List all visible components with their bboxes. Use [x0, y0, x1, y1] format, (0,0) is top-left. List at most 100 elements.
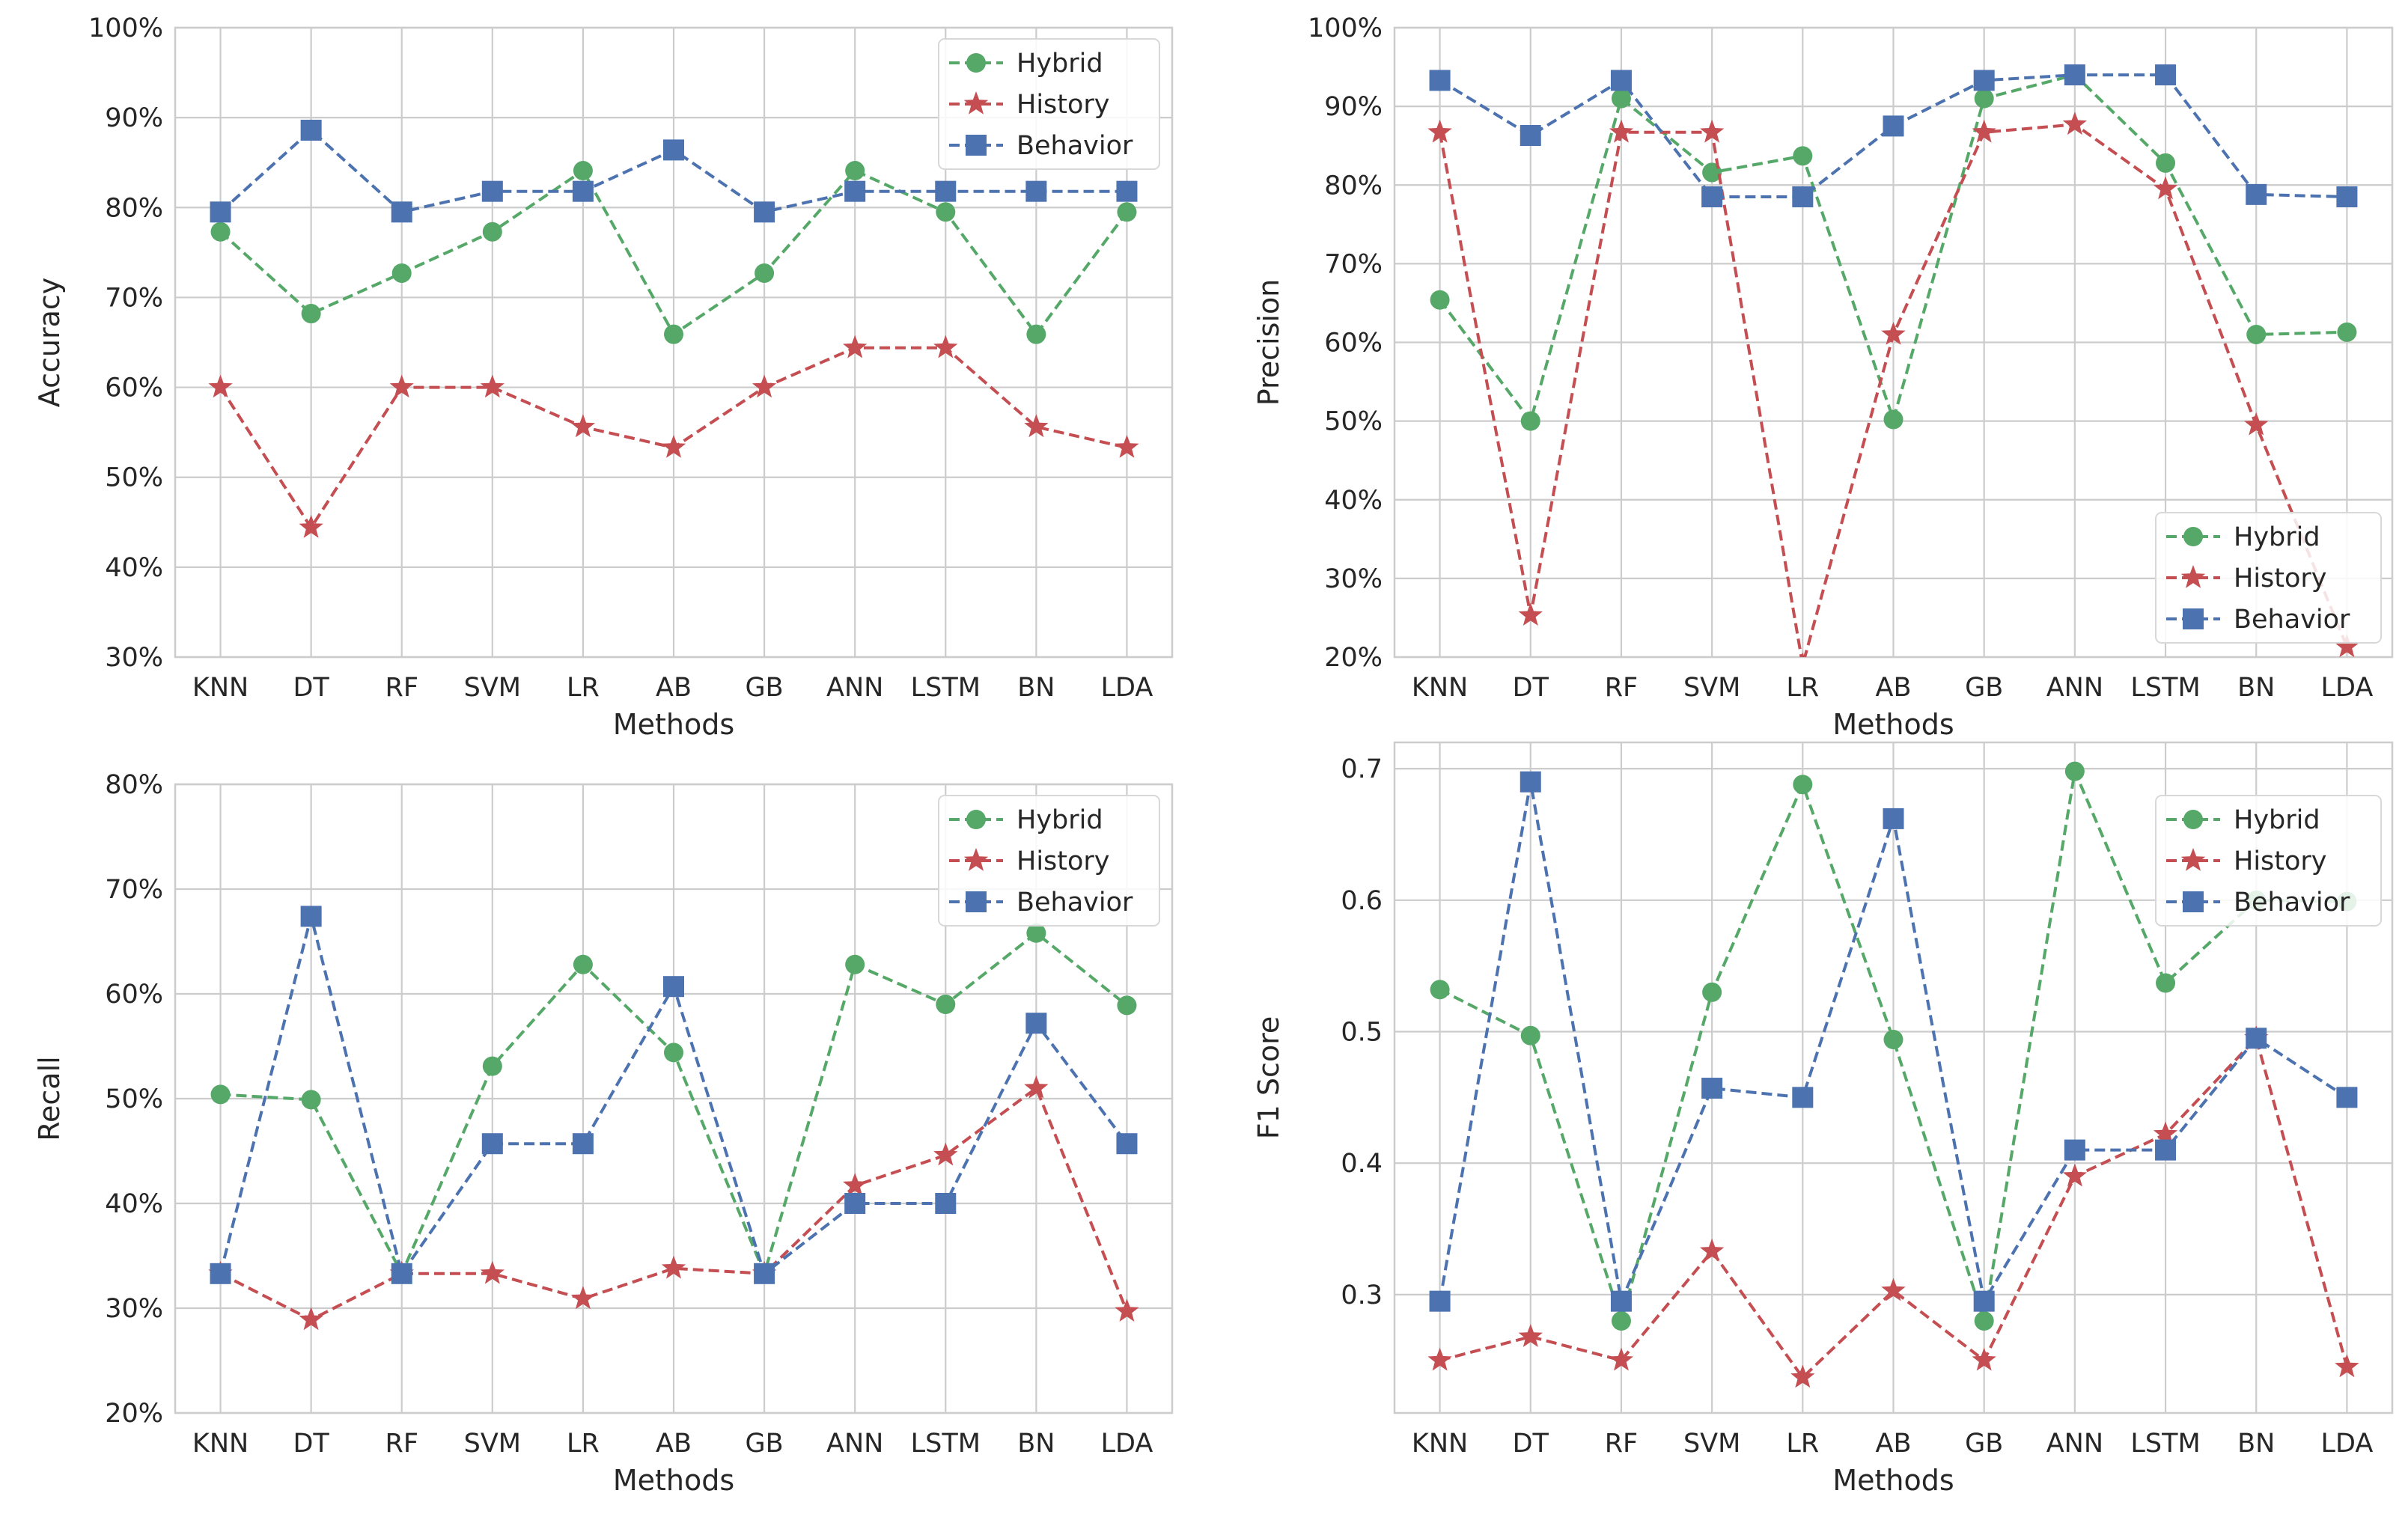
data-point: [1972, 119, 1996, 143]
data-point: [2246, 1028, 2267, 1049]
x-tick-label: LSTM: [2130, 673, 2200, 703]
data-point: [480, 374, 505, 398]
x-tick-label: AB: [656, 673, 692, 703]
data-point: [663, 976, 684, 998]
data-point: [299, 1307, 323, 1331]
x-tick-label: BN: [1017, 673, 1055, 703]
data-point: [1790, 1364, 1815, 1388]
y-tick-label: 70%: [1324, 249, 1383, 279]
data-point: [1520, 771, 1541, 793]
data-point: [1883, 115, 1904, 137]
data-point: [664, 1043, 683, 1063]
data-point: [1427, 119, 1452, 143]
data-point: [1609, 1347, 1634, 1371]
x-tick-label: DT: [293, 1429, 329, 1459]
x-tick-label: LR: [1786, 1429, 1819, 1459]
data-point: [480, 1260, 505, 1284]
data-point: [1026, 324, 1046, 344]
x-tick-label: AB: [1876, 1429, 1912, 1459]
legend-label: Hybrid: [2234, 805, 2320, 835]
data-point: [1024, 1075, 1049, 1099]
data-point: [210, 1084, 231, 1105]
legend-label: History: [1016, 846, 1110, 876]
legend-marker: [966, 53, 986, 73]
legend-marker: [963, 848, 989, 871]
data-point: [1881, 322, 1906, 345]
y-tick-label: 40%: [105, 1189, 163, 1219]
series-behavior: [1429, 771, 2358, 1312]
x-tick-label: BN: [1017, 1429, 1055, 1459]
x-tick-label: LDA: [2321, 673, 2374, 703]
data-point: [2337, 322, 2357, 342]
data-point: [2156, 153, 2176, 173]
data-point: [663, 139, 684, 161]
y-axis-label: Precision: [1252, 279, 1285, 406]
data-point: [1610, 70, 1632, 91]
data-point: [2336, 186, 2358, 208]
chart-accuracy: 30% 40% 50% 60% 70% 80% 90% 100% KNN DT RF SVM LR AB G…: [33, 13, 1174, 741]
plot-area: [208, 906, 1139, 1331]
legend-marker: [2183, 527, 2203, 546]
data-point: [391, 201, 412, 223]
plot-area: [208, 119, 1139, 538]
y-tick-label: 0.6: [1341, 886, 1383, 916]
data-point: [1974, 88, 1994, 109]
data-point: [2336, 1087, 2358, 1108]
x-tick-label: LR: [567, 1429, 600, 1459]
data-point: [752, 374, 777, 398]
y-tick-label: 100%: [88, 13, 163, 43]
legend-label: Behavior: [1016, 131, 1133, 161]
x-tick-label: LSTM: [911, 1429, 981, 1459]
plot-frame: [174, 783, 1174, 1414]
legend-item-history: History: [2166, 846, 2327, 876]
data-point: [1881, 1278, 1906, 1301]
data-point: [1429, 1290, 1451, 1312]
data-point: [845, 954, 865, 974]
y-tick-label: 60%: [105, 373, 163, 403]
x-tick-label: SVM: [1683, 1429, 1740, 1459]
y-tick-label: 50%: [1324, 407, 1383, 437]
y-tick-label: 90%: [105, 103, 163, 133]
x-tick-label: ANN: [2046, 1429, 2103, 1459]
plot-area: [1427, 761, 2359, 1388]
data-point: [754, 201, 775, 223]
data-point: [1427, 1347, 1452, 1371]
data-point: [391, 263, 412, 283]
data-point: [1518, 1324, 1543, 1347]
data-point: [1883, 1030, 1903, 1050]
data-point: [301, 304, 321, 324]
x-tick-label: LSTM: [911, 673, 981, 703]
data-point: [1115, 1298, 1139, 1322]
x-tick-label: RF: [1605, 673, 1638, 703]
data-point: [1609, 119, 1634, 143]
data-point: [210, 1263, 231, 1284]
legend: Hybrid History Behavior: [2155, 795, 2382, 927]
legend-item-behavior: Behavior: [949, 131, 1133, 161]
y-tick-label: 50%: [105, 463, 163, 493]
x-tick-label: SVM: [464, 1429, 521, 1459]
chart-precision: 20% 30% 40% 50% 60% 70% 80% 90% 100% KNN DT RF SVM LR…: [1252, 13, 2394, 741]
data-point: [208, 374, 233, 398]
data-point: [1518, 602, 1543, 626]
x-axis-label: Methods: [1832, 708, 1954, 741]
series-line: [1438, 73, 2347, 425]
data-point: [2244, 412, 2269, 436]
x-tick-label: BN: [2237, 1429, 2275, 1459]
data-point: [210, 222, 231, 242]
data-point: [2153, 176, 2178, 200]
y-tick-label: 40%: [1324, 486, 1383, 516]
legend-box: [2155, 795, 2382, 927]
data-point: [1611, 88, 1631, 109]
x-tick-label: DT: [1513, 1429, 1549, 1459]
y-tick-label: 40%: [105, 553, 163, 583]
data-point: [572, 180, 594, 202]
data-point: [573, 161, 593, 181]
y-tick-label: 90%: [1324, 92, 1383, 122]
data-point: [1116, 180, 1138, 202]
legend-label: Behavior: [1016, 888, 1133, 918]
data-point: [1973, 70, 1995, 91]
y-tick-label: 80%: [105, 770, 163, 800]
legend-item-behavior: Behavior: [949, 888, 1133, 918]
y-tick-label: 70%: [105, 875, 163, 905]
